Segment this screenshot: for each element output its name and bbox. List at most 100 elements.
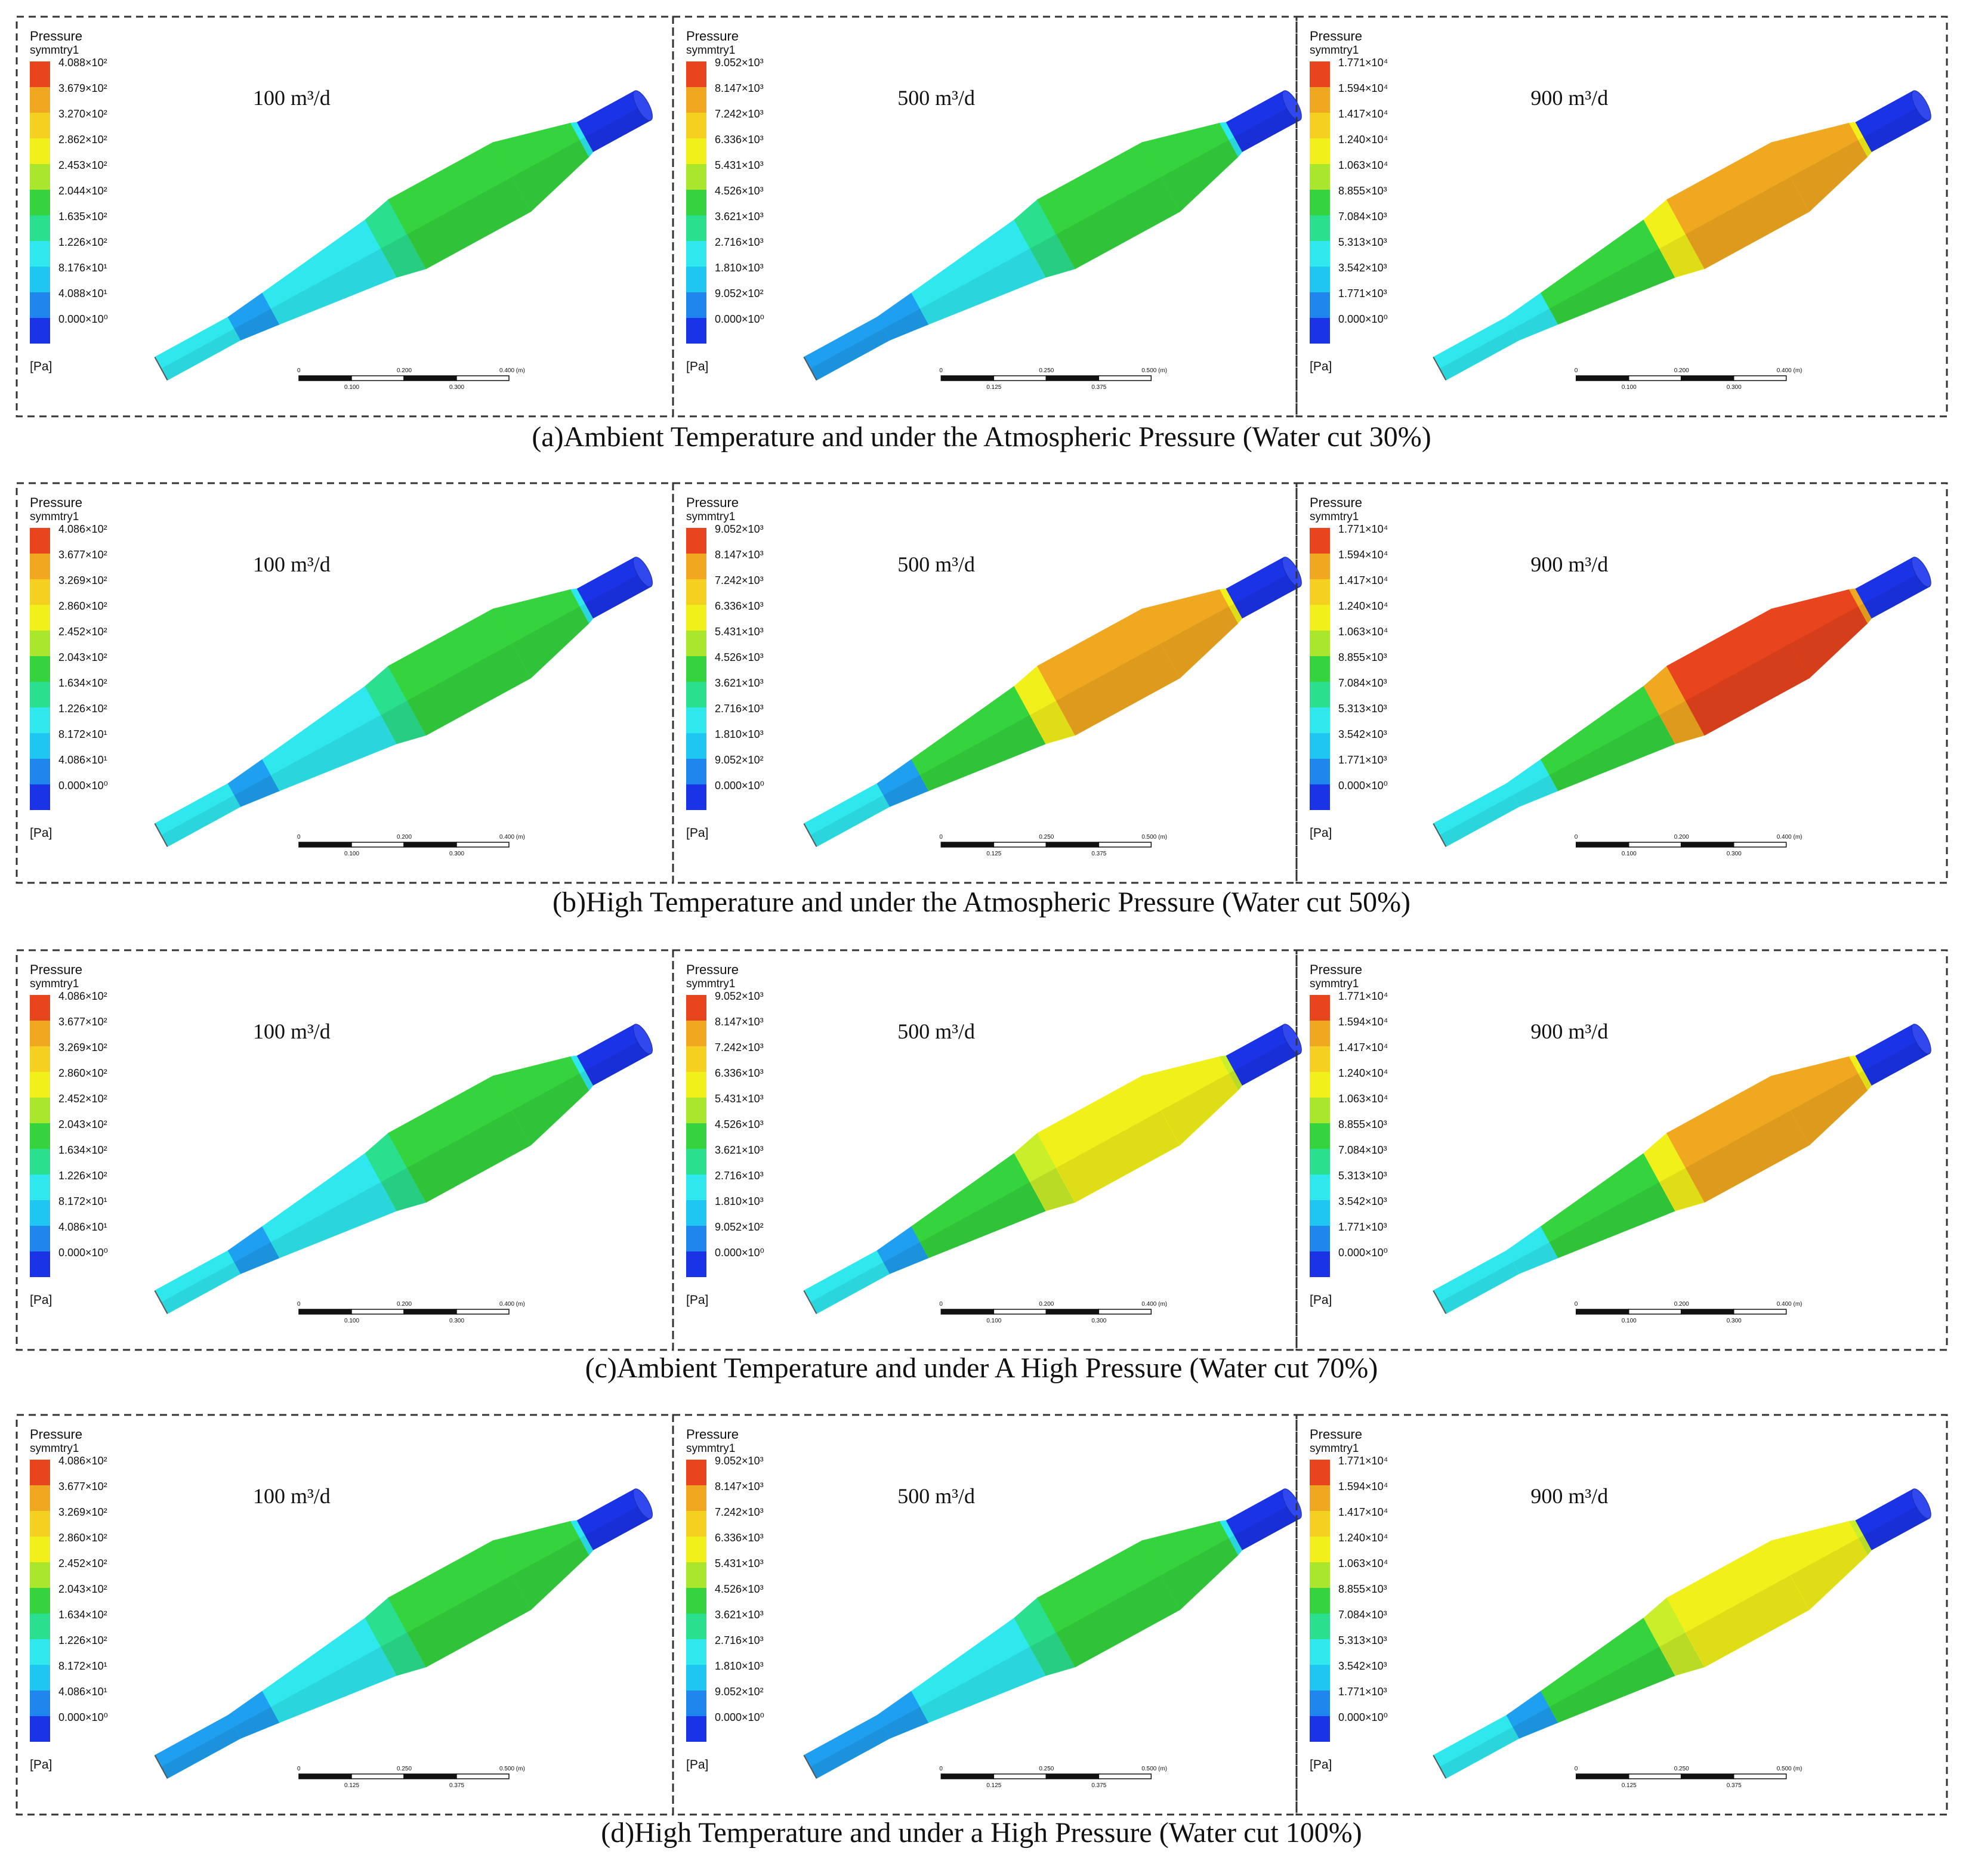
legend-title: Pressure bbox=[1310, 962, 1362, 977]
colorbar-tick-label: 9.052×10² bbox=[715, 1221, 764, 1233]
zone-shading bbox=[511, 140, 589, 212]
panel-frame bbox=[1295, 16, 1948, 418]
tube-outlet-cap bbox=[1911, 557, 1931, 588]
legend-title: Pressure bbox=[1310, 29, 1362, 44]
zone-shading bbox=[161, 328, 241, 381]
zone-shading bbox=[234, 1242, 280, 1274]
colorbar-tick-label: 1.063×10⁴ bbox=[1338, 1557, 1388, 1569]
colorbar-cell bbox=[30, 528, 50, 554]
colorbar-tick-label: 1.417×10⁴ bbox=[1338, 108, 1388, 120]
zone-shading bbox=[407, 177, 531, 269]
colorbar-cell bbox=[686, 1511, 706, 1537]
colorbar-cell bbox=[686, 995, 706, 1021]
scale-label: 0.300 bbox=[449, 1318, 464, 1324]
scale-label: 0.200 bbox=[397, 834, 412, 840]
colorbar-cell bbox=[1310, 1460, 1330, 1485]
colorbar-tick-label: 1.240×10⁴ bbox=[1338, 600, 1388, 612]
zone-shading bbox=[1659, 1167, 1705, 1211]
scale-label: 0.125 bbox=[986, 851, 1001, 857]
scale-label: 0 bbox=[939, 367, 943, 374]
legend-subtitle: symmtry1 bbox=[30, 1442, 79, 1455]
scale-label: 0.375 bbox=[1091, 1782, 1106, 1789]
colorbar-cell bbox=[1310, 1046, 1330, 1072]
colorbar-cell bbox=[1310, 241, 1330, 267]
colorbar-cell bbox=[30, 605, 50, 631]
colorbar-tick-label: 1.594×10⁴ bbox=[1338, 1016, 1388, 1028]
colorbar-cell bbox=[30, 1639, 50, 1665]
colorbar-cell bbox=[30, 113, 50, 138]
colorbar-cell bbox=[1310, 1200, 1330, 1226]
zone-shading bbox=[1229, 137, 1243, 157]
zone-shading bbox=[883, 1242, 929, 1274]
colorbar-tick-label: 8.176×10¹ bbox=[58, 262, 107, 274]
colorbar-tick-label: 2.452×10² bbox=[58, 626, 107, 638]
colorbar-tick-label: 7.242×10³ bbox=[715, 108, 764, 120]
colorbar-cell bbox=[30, 759, 50, 784]
colorbar-cell bbox=[686, 267, 706, 292]
scale-bar-segment bbox=[1045, 1309, 1100, 1315]
flow-rate-label: 900 m³/d bbox=[1530, 86, 1608, 110]
zone-shading bbox=[1790, 606, 1868, 678]
colorbar-cell bbox=[686, 605, 706, 631]
zone-shading bbox=[1686, 177, 1810, 269]
zone-shading bbox=[585, 1039, 651, 1086]
legend-title: Pressure bbox=[30, 1427, 82, 1442]
flow-rate-label: 900 m³/d bbox=[1530, 552, 1608, 576]
legend-title: Pressure bbox=[1310, 495, 1362, 510]
scale-label: 0.200 bbox=[397, 1301, 412, 1308]
colorbar-cell bbox=[1310, 61, 1330, 87]
colorbar-cell bbox=[1310, 138, 1330, 164]
scale-label: 0.100 bbox=[1622, 851, 1637, 857]
colorbar-tick-label: 1.634×10² bbox=[58, 1144, 107, 1156]
zone-shading bbox=[1234, 105, 1300, 152]
colorbar-tick-label: 8.172×10¹ bbox=[58, 728, 107, 740]
colorbar-cell bbox=[1310, 318, 1330, 344]
scale-label: 0.400 (m) bbox=[499, 1301, 525, 1308]
colorbar-cell bbox=[1310, 87, 1330, 113]
zone-shading bbox=[1550, 1646, 1675, 1723]
scale-bar-segment bbox=[993, 375, 1047, 381]
scale-label: 0.100 bbox=[344, 384, 359, 391]
colorbar-tick-label: 4.086×10² bbox=[58, 523, 107, 535]
tube-inlet-edge bbox=[154, 1755, 168, 1779]
zone-shading bbox=[381, 1167, 427, 1211]
scale-label: 0.500 (m) bbox=[1141, 367, 1167, 374]
zone-shading bbox=[1229, 603, 1243, 623]
tube-outlet-cap bbox=[1911, 1488, 1931, 1519]
colorbar-tick-label: 5.431×10³ bbox=[715, 159, 764, 171]
colorbar-tick-label: 4.086×10¹ bbox=[58, 754, 107, 766]
colorbar-tick-label: 3.269×10² bbox=[58, 1041, 107, 1053]
scale-bar-segment bbox=[940, 1773, 995, 1779]
zone-shading bbox=[1659, 234, 1705, 277]
colorbar-cell bbox=[1310, 1690, 1330, 1716]
colorbar-tick-label: 3.677×10² bbox=[58, 1481, 107, 1492]
colorbar-cell bbox=[686, 241, 706, 267]
colorbar-cell bbox=[1310, 1098, 1330, 1123]
scale-label: 0.100 bbox=[344, 1318, 359, 1324]
scale-label: 0.300 bbox=[1727, 384, 1742, 391]
colorbar-cell bbox=[1310, 1123, 1330, 1149]
scale-bar: 0 0.200 0.400 (m) 0.100 0.300 bbox=[297, 834, 525, 857]
colorbar-tick-label: 1.417×10⁴ bbox=[1338, 1506, 1388, 1518]
colorbar-cell bbox=[30, 190, 50, 215]
scale-label: 0.400 (m) bbox=[499, 834, 525, 840]
colorbar-tick-label: 7.084×10³ bbox=[1338, 1609, 1387, 1621]
colorbar-cell bbox=[30, 87, 50, 113]
colorbar-tick-label: 1.771×10⁴ bbox=[1338, 990, 1388, 1002]
colorbar-cell bbox=[1310, 1665, 1330, 1690]
colorbar-cell bbox=[1310, 1251, 1330, 1277]
colorbar-cell bbox=[686, 528, 706, 554]
colorbar-cell bbox=[686, 1072, 706, 1098]
zone-shading bbox=[1234, 571, 1300, 619]
colorbar-cell bbox=[30, 1098, 50, 1123]
colorbar-tick-label: 1.810×10³ bbox=[715, 1195, 764, 1207]
legend-title: Pressure bbox=[686, 29, 739, 44]
scale-label: 0.125 bbox=[986, 1782, 1001, 1789]
colorbar-cell bbox=[30, 1690, 50, 1716]
scale-bar-segment bbox=[1680, 1309, 1734, 1315]
scale-bar: 0 0.250 0.500 (m) 0.125 0.375 bbox=[1575, 1766, 1802, 1789]
legend-subtitle: symmtry1 bbox=[686, 978, 735, 990]
tube-inlet-edge bbox=[154, 823, 168, 847]
colorbar-tick-label: 8.147×10³ bbox=[715, 1481, 764, 1492]
